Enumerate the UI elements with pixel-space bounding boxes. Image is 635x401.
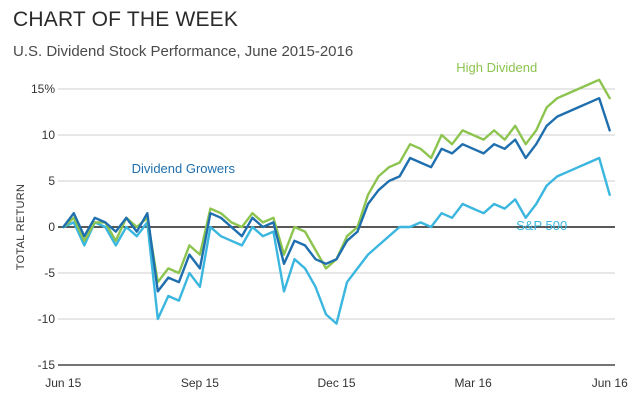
- page-title: CHART OF THE WEEK: [13, 8, 239, 31]
- y-tick-label: 0: [48, 220, 55, 234]
- y-tick-label: -10: [38, 312, 56, 326]
- legend-high-dividend: High Dividend: [456, 60, 537, 75]
- y-axis-label: TOTAL RETURN: [15, 184, 27, 271]
- x-tick-label: Dec 15: [317, 376, 355, 390]
- y-tick-label: -5: [44, 266, 55, 280]
- y-axis-ticks: 15% 10 5 0 -5 -10 -15: [31, 82, 55, 372]
- page-subtitle: U.S. Dividend Stock Performance, June 20…: [13, 43, 354, 60]
- y-tick-label: -15: [38, 358, 56, 372]
- x-tick-label: Sep 15: [181, 376, 219, 390]
- series-lines: [62, 78, 611, 325]
- legend-dividend-growers: Dividend Growers: [132, 161, 236, 176]
- legend-s-p-500: S&P 500: [516, 218, 567, 233]
- x-axis-ticks: Jun 15 Sep 15 Dec 15 Mar 16 Jun 16: [45, 376, 628, 390]
- gridlines: [58, 88, 615, 366]
- y-tick-label: 10: [42, 128, 56, 142]
- y-tick-label: 5: [48, 174, 55, 188]
- y-tick-label: 15%: [31, 82, 55, 96]
- series-labels: High Dividend Dividend Growers S&P 500: [132, 60, 568, 233]
- series-line-s-p-500: [62, 156, 611, 325]
- x-tick-label: Jun 15: [45, 376, 81, 390]
- series-line-dividend-growers: [62, 96, 611, 293]
- x-tick-label: Jun 16: [592, 376, 628, 390]
- x-tick-label: Mar 16: [454, 376, 492, 390]
